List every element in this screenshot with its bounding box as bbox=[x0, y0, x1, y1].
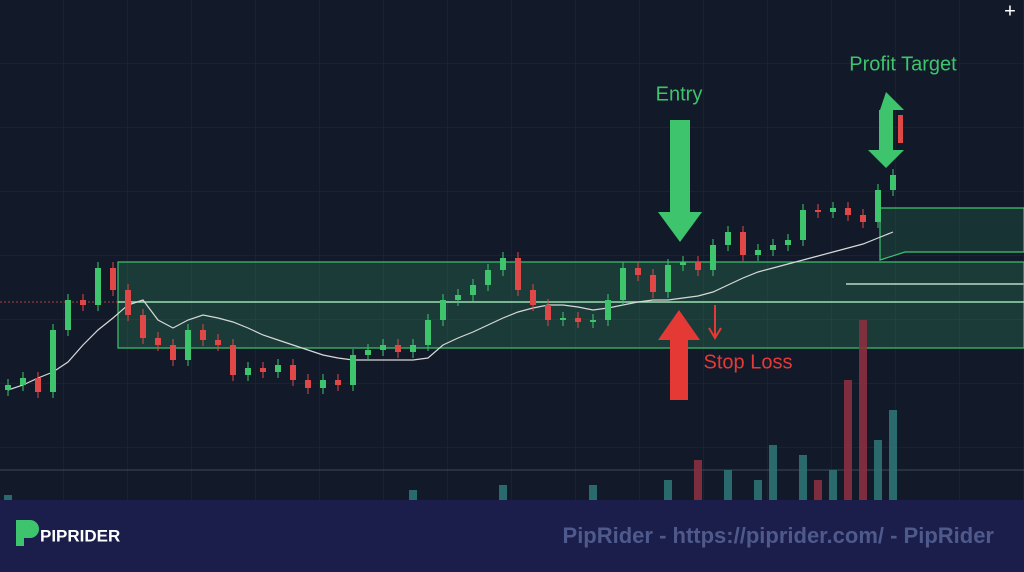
candle-body bbox=[740, 232, 746, 255]
candle-body bbox=[770, 245, 776, 250]
profit-target-label: Profit Target bbox=[849, 53, 957, 75]
moving-average bbox=[7, 231, 894, 391]
volume-bar bbox=[4, 495, 12, 500]
candle-body bbox=[590, 320, 596, 322]
candle-body bbox=[350, 355, 356, 385]
crosshair-icon[interactable]: + bbox=[1004, 0, 1016, 22]
candle-body bbox=[605, 300, 611, 320]
volume-bar bbox=[724, 470, 732, 500]
volume-bar bbox=[754, 480, 762, 500]
profit-target-arrow bbox=[868, 92, 904, 168]
volume-bar bbox=[814, 480, 822, 500]
candle-body bbox=[620, 268, 626, 300]
candle-body bbox=[95, 268, 101, 305]
candle-body bbox=[425, 320, 431, 345]
candle-body bbox=[320, 380, 326, 388]
candle-body bbox=[890, 175, 896, 190]
candle-body bbox=[185, 330, 191, 360]
candle-body bbox=[815, 210, 821, 212]
volume-bar bbox=[844, 380, 852, 500]
candle-body bbox=[530, 290, 536, 305]
stop-loss-small-arrow bbox=[708, 305, 722, 340]
candle-body bbox=[800, 210, 806, 240]
volume-bar bbox=[799, 455, 807, 500]
stop-loss-label: Stop Loss bbox=[704, 351, 793, 373]
candle-body bbox=[215, 340, 221, 345]
candle-body bbox=[380, 345, 386, 350]
candle-body bbox=[275, 365, 281, 372]
upper-band bbox=[879, 207, 1024, 261]
candle-body bbox=[650, 275, 656, 292]
volume-bar bbox=[829, 470, 837, 500]
candle-body bbox=[500, 258, 506, 270]
volume-bar bbox=[859, 320, 867, 500]
candle-body bbox=[20, 378, 26, 385]
candle-body bbox=[230, 345, 236, 375]
candle-body bbox=[725, 232, 731, 245]
candle-body bbox=[365, 350, 371, 355]
footer bbox=[0, 500, 1024, 572]
candle-body bbox=[260, 368, 266, 372]
candle-body bbox=[755, 250, 761, 255]
candle-body bbox=[575, 318, 581, 322]
grid-background bbox=[0, 0, 1024, 500]
candle-body bbox=[515, 258, 521, 290]
candle-body bbox=[860, 215, 866, 222]
volume-bar bbox=[589, 485, 597, 500]
candle-body bbox=[155, 338, 161, 345]
candle-body bbox=[665, 265, 671, 292]
stop-loss-arrow bbox=[658, 310, 700, 400]
candle-body bbox=[200, 330, 206, 340]
watermark: PipRider - https://piprider.com/ - PipRi… bbox=[563, 523, 995, 548]
candle-body bbox=[290, 365, 296, 380]
candle-body bbox=[545, 305, 551, 320]
volume-bar bbox=[874, 440, 882, 500]
zone bbox=[117, 261, 1024, 349]
candle-body bbox=[305, 380, 311, 388]
candle-body bbox=[785, 240, 791, 245]
candle-body bbox=[35, 378, 41, 392]
candle-body bbox=[560, 318, 566, 320]
candle-body bbox=[140, 315, 146, 338]
candle-body bbox=[395, 345, 401, 352]
candle-body bbox=[335, 380, 341, 385]
candle-body bbox=[170, 345, 176, 360]
candle-body bbox=[470, 285, 476, 295]
candle-body bbox=[680, 262, 686, 265]
candle-body bbox=[65, 300, 71, 330]
candle-body bbox=[245, 368, 251, 375]
candle-body bbox=[845, 208, 851, 215]
entry-arrow bbox=[658, 120, 702, 242]
volume-bar bbox=[499, 485, 507, 500]
brand-name: PIPRIDER bbox=[40, 526, 120, 545]
marks bbox=[4, 169, 1024, 500]
candle-body bbox=[50, 330, 56, 392]
volume-bar bbox=[409, 490, 417, 500]
candle-body bbox=[710, 245, 716, 270]
candle-body bbox=[125, 290, 131, 315]
candle-body bbox=[80, 300, 86, 305]
candle-body bbox=[410, 345, 416, 352]
volume-bar bbox=[889, 410, 897, 500]
candle-body bbox=[455, 295, 461, 300]
volume-bar bbox=[664, 480, 672, 500]
volume-bar bbox=[694, 460, 702, 500]
candle-body bbox=[635, 268, 641, 275]
entry-label: Entry bbox=[656, 83, 703, 105]
profit-candle bbox=[898, 115, 903, 143]
candle-body bbox=[5, 385, 11, 390]
volume-bar bbox=[769, 445, 777, 500]
candle-body bbox=[695, 262, 701, 270]
candle-body bbox=[830, 208, 836, 212]
candle-body bbox=[485, 270, 491, 285]
candle-body bbox=[440, 300, 446, 320]
candle-body bbox=[875, 190, 881, 222]
brand-logo bbox=[16, 520, 39, 546]
candle-body bbox=[110, 268, 116, 290]
